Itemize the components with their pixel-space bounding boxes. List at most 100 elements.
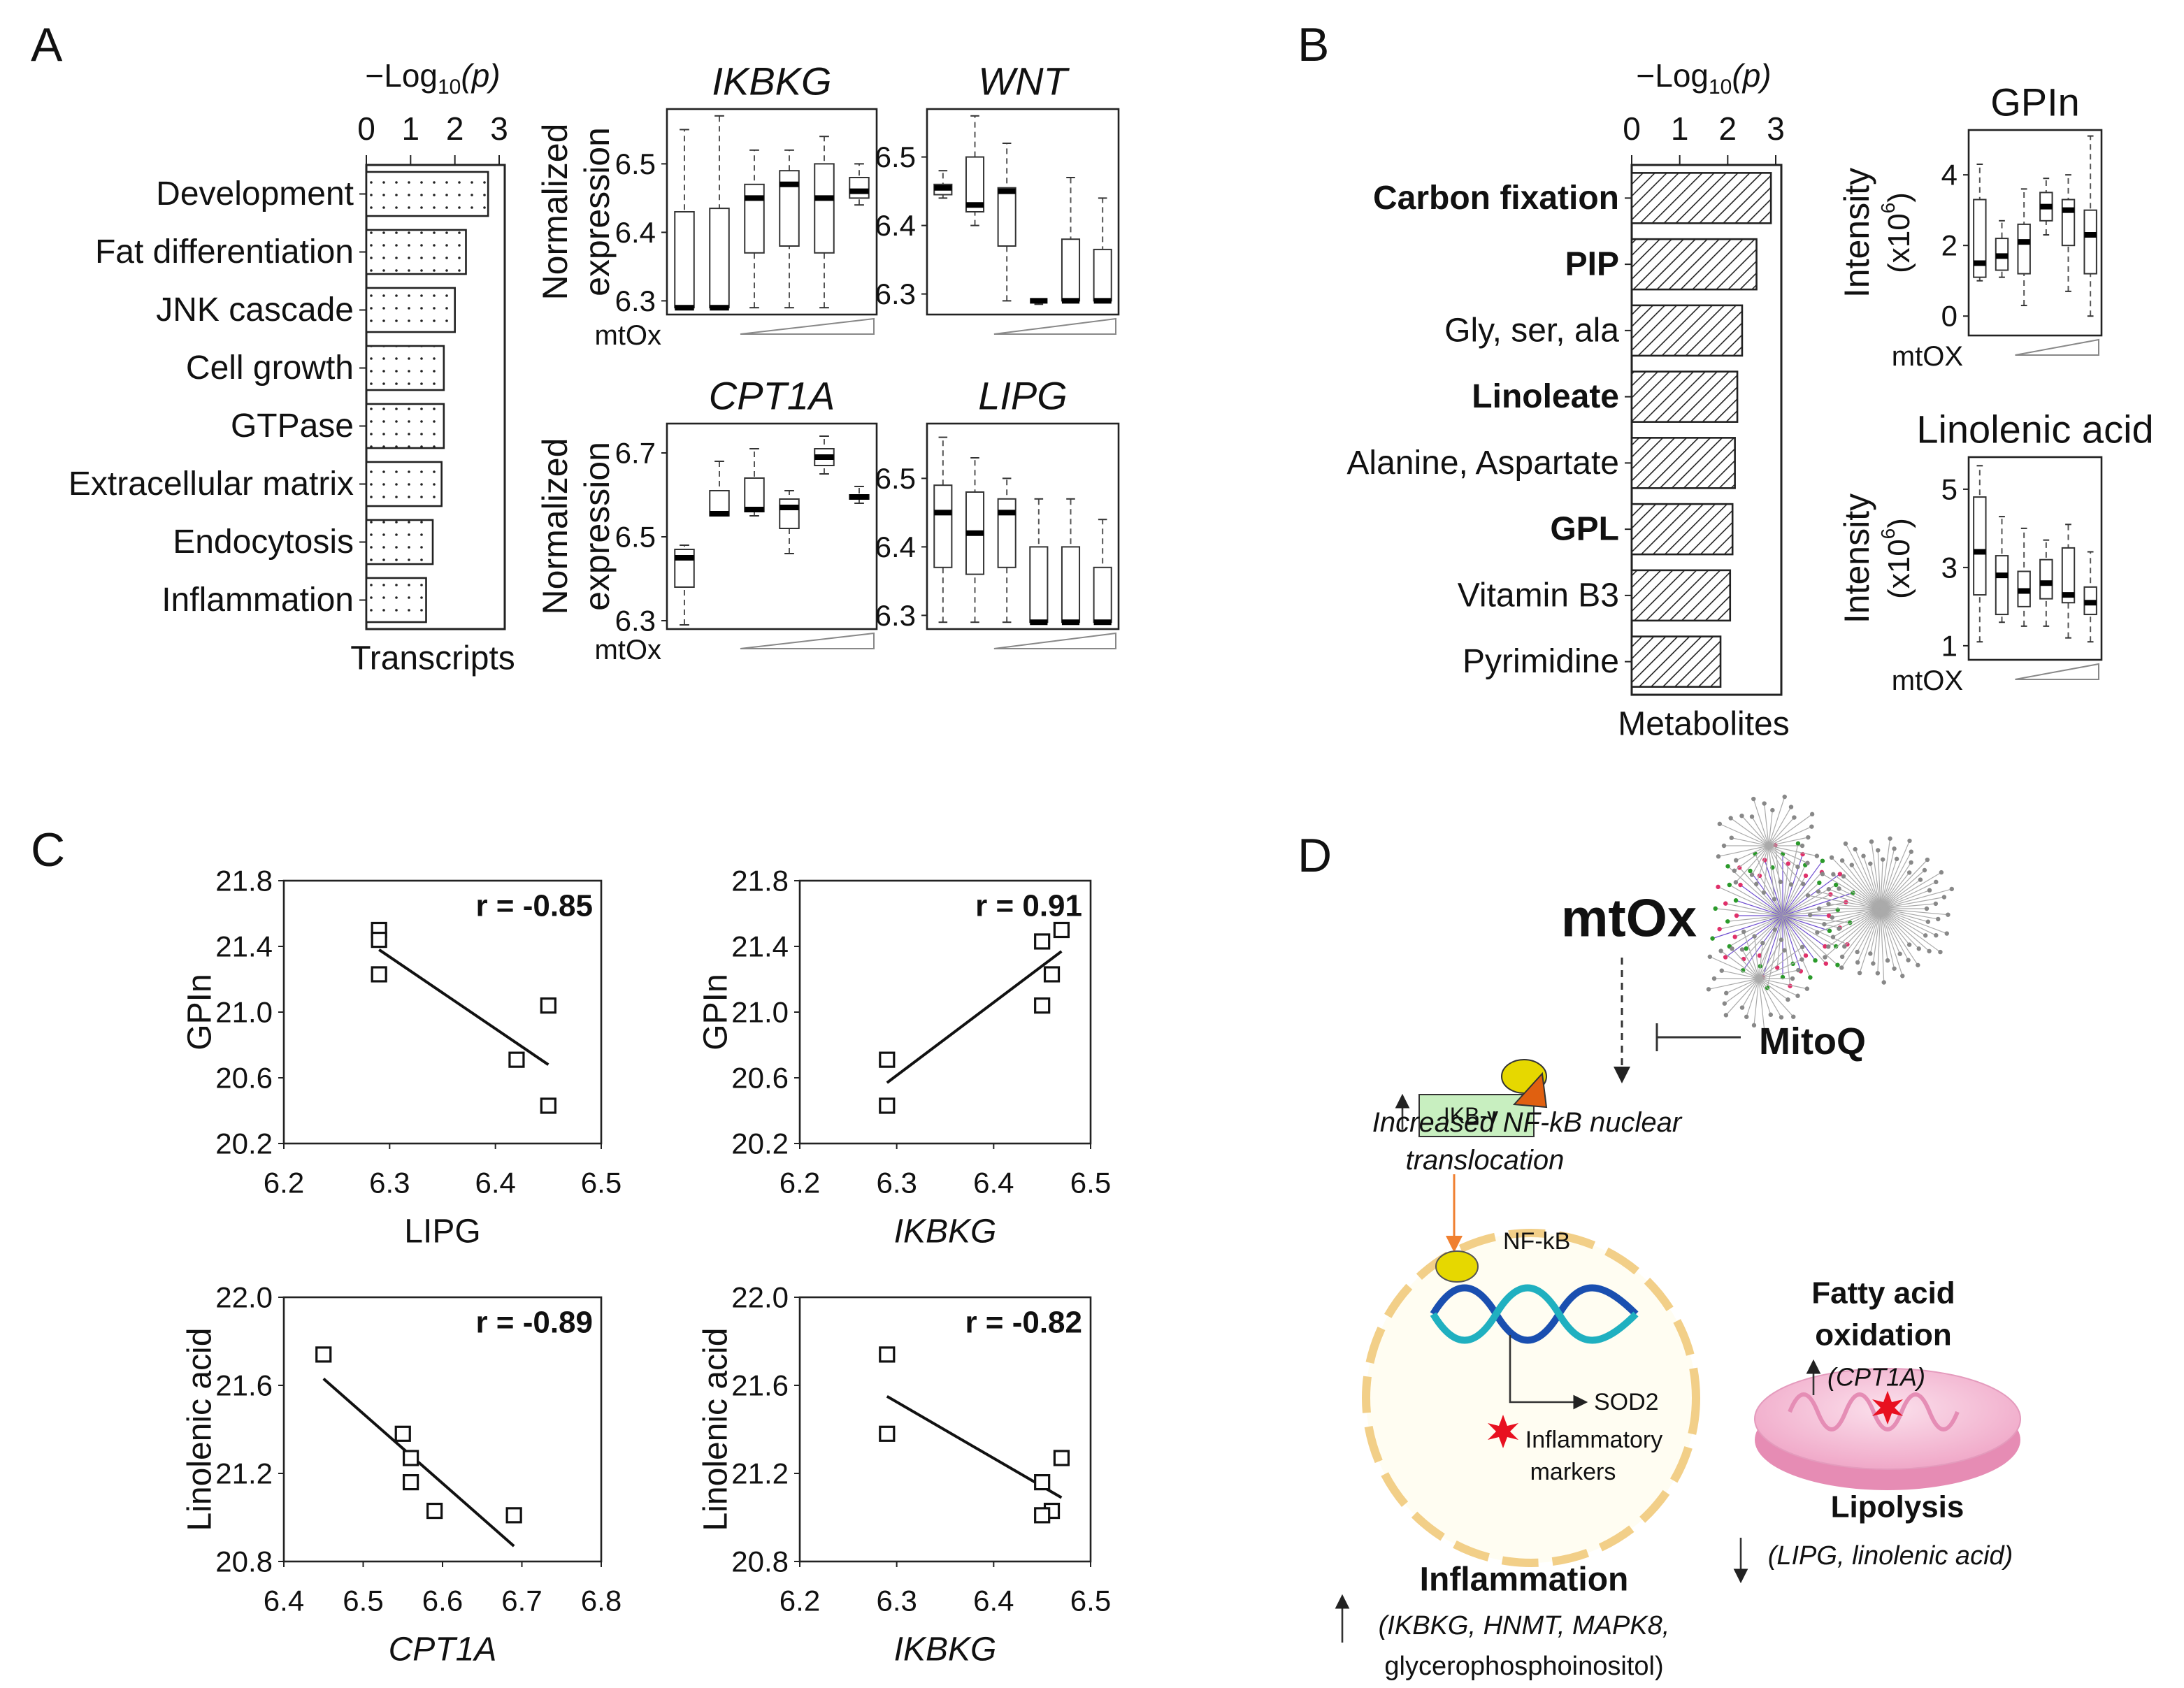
network-edge [1741, 815, 1769, 846]
network-edge [1734, 845, 1769, 872]
bar [365, 229, 467, 275]
y-tick-label: 21.4 [731, 930, 789, 963]
target-label: SOD2 [1594, 1389, 1659, 1415]
category-label: JNK cascade [156, 291, 354, 329]
network-edge [1832, 908, 1881, 938]
markers-label: Inflammatory [1525, 1427, 1663, 1453]
plot-frame [666, 108, 878, 316]
x-tick-label: 6.4 [973, 1167, 1014, 1199]
title-part: (p) [461, 57, 500, 94]
chart-title: −Log10(p) [365, 57, 500, 99]
network-node [1791, 1014, 1796, 1019]
network-node [1741, 956, 1746, 962]
box [1995, 555, 2009, 616]
network-edge [1709, 956, 1760, 979]
box [2061, 547, 2076, 604]
x-axis-label: Metabolites [1618, 706, 1789, 743]
network-edge [1729, 884, 1783, 916]
network-node [1814, 853, 1820, 858]
network-node [1762, 1030, 1767, 1034]
network-edge [1758, 969, 1799, 979]
network-node [1885, 958, 1890, 963]
network-edge [1739, 867, 1783, 916]
network-edge [1758, 978, 1772, 1015]
network-edge [1753, 978, 1760, 1025]
network-edge [1758, 978, 1788, 1000]
network-node [1830, 935, 1836, 939]
box [933, 484, 953, 568]
network-edge [1825, 908, 1881, 958]
network-node [1779, 1015, 1784, 1020]
category-label: Linoleate [1472, 378, 1619, 415]
y-axis-label: Intensity [1837, 493, 1876, 623]
cristae [1788, 1392, 1960, 1431]
network-edge [1880, 872, 1942, 909]
x-tick-label: 0 [1623, 110, 1641, 147]
bar [1630, 172, 1772, 224]
network-node [1892, 846, 1897, 851]
network-node [1717, 927, 1722, 932]
box [1973, 199, 1987, 278]
network-node [1936, 916, 1941, 922]
network-edge [1880, 859, 1883, 909]
network-edge [1755, 853, 1783, 916]
fao-gene: (CPT1A) [1827, 1363, 1925, 1392]
network-edge [1768, 837, 1809, 846]
y-tick-label: 21.2 [731, 1457, 789, 1490]
network-node [1760, 940, 1765, 946]
y-tick-label: 6.5 [615, 521, 656, 554]
network-edge [1782, 915, 1816, 961]
network-edge [1855, 849, 1881, 909]
y-tick-label: 5 [1941, 473, 1957, 505]
y-tick-label: 6.3 [615, 605, 656, 637]
network-edge [1782, 882, 1820, 916]
network-edge [1782, 865, 1806, 916]
x-tick-label: 6.2 [264, 1167, 304, 1199]
network-edge [1782, 874, 1841, 916]
network-node [1801, 881, 1806, 886]
x-tick-label: 6.2 [780, 1585, 820, 1617]
bar [365, 461, 443, 507]
network-node [1761, 890, 1767, 895]
point [371, 931, 387, 948]
plot-frame [1967, 129, 2103, 337]
network-node [1871, 961, 1876, 966]
network-edge [1782, 915, 1848, 945]
network-edge [1768, 845, 1781, 882]
x-axis-label: mtOx [594, 635, 661, 665]
network-node [1839, 858, 1845, 863]
network-node [1772, 897, 1777, 902]
x-tick-label: 6.5 [1070, 1167, 1111, 1199]
y-tick-label: 21.2 [215, 1457, 273, 1490]
point [1034, 997, 1051, 1014]
category-label: Vitamin B3 [1458, 577, 1619, 614]
y-tick-label: 20.8 [731, 1545, 789, 1578]
network-node [1861, 853, 1866, 858]
network-node [1837, 872, 1843, 877]
unit-part: 6 [1877, 528, 1899, 540]
x-tick-label: 6.5 [581, 1167, 622, 1199]
network-node [1748, 868, 1753, 874]
network-edge [1758, 943, 1763, 979]
x-tick-label: 6.5 [1070, 1585, 1111, 1617]
network-edge [1719, 823, 1769, 846]
network-edge [1768, 845, 1817, 857]
network-edge [1768, 796, 1786, 846]
network-edge [1841, 908, 1881, 968]
network-edge [1729, 915, 1783, 947]
network-node [1830, 915, 1834, 920]
network-node [1888, 836, 1892, 841]
network-node [1834, 944, 1839, 949]
lipolysis-items: (LIPG, linolenic acid) [1768, 1541, 2013, 1571]
network-edge [1782, 872, 1823, 916]
network-node [1900, 974, 1905, 979]
network-edge [1851, 865, 1881, 909]
box [744, 183, 765, 254]
point [402, 1450, 419, 1466]
box [1061, 238, 1081, 302]
plot-frame [365, 164, 506, 630]
bar [1630, 238, 1758, 291]
plot-frame [926, 108, 1120, 316]
y-tick-label: 6.4 [615, 216, 656, 249]
trend-line [886, 1395, 1063, 1499]
